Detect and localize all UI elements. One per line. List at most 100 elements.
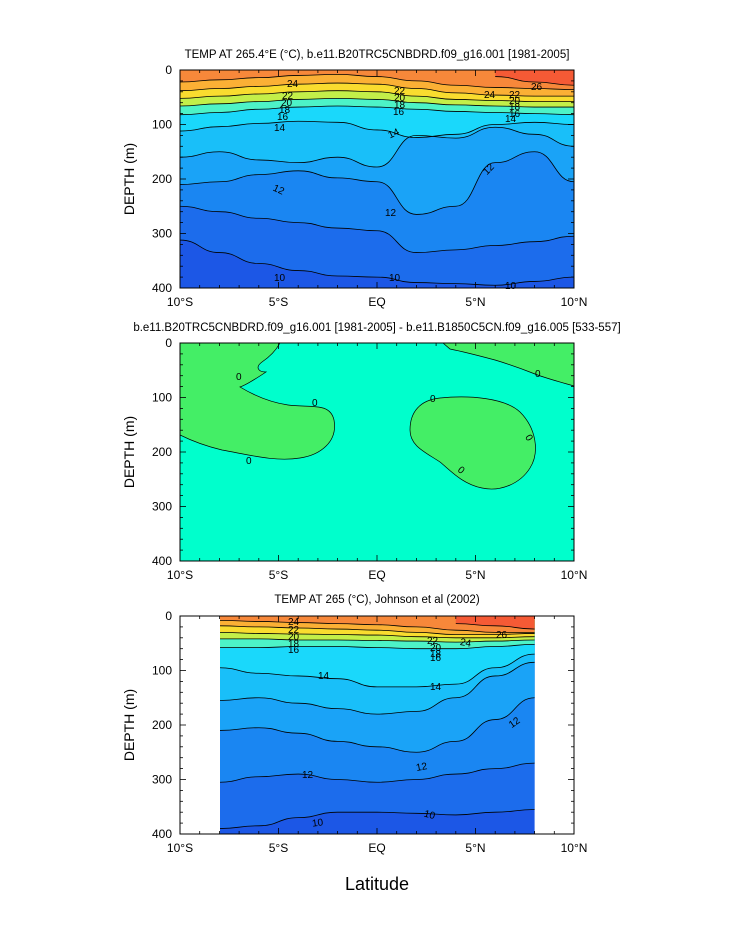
isotherm-line xyxy=(220,643,535,650)
isotherm-line xyxy=(180,126,574,168)
y-axis-title: DEPTH (m) xyxy=(121,143,137,215)
y-tick-label: 400 xyxy=(152,554,172,568)
contour-label: 0 xyxy=(236,372,242,383)
negative-difference-region xyxy=(409,396,536,490)
x-tick-label: 5°S xyxy=(269,295,288,309)
x-tick-label: EQ xyxy=(368,295,385,309)
y-tick-label: 100 xyxy=(152,664,172,678)
contour-label: 20 xyxy=(509,96,521,107)
contour-label: 0 xyxy=(522,433,535,444)
panel-2: 0 0 0 0 0 0 0 xyxy=(180,343,574,561)
contour-label: 22 xyxy=(394,86,406,97)
contour-label: 14 xyxy=(505,114,517,125)
contour-label: 12 xyxy=(271,183,286,198)
contour-label: 12 xyxy=(415,761,428,774)
x-tick-label: 5°N xyxy=(465,841,485,855)
temperature-band xyxy=(495,70,574,86)
isotherm-line xyxy=(180,90,574,103)
x-tick-label: 5°S xyxy=(269,841,288,855)
contour-label: 14 xyxy=(318,671,330,682)
contour-label: 26 xyxy=(531,82,543,93)
isotherm-line xyxy=(180,205,574,253)
contour-label: 0 xyxy=(455,465,467,477)
contour-label: 18 xyxy=(279,105,291,116)
y-tick-label: 300 xyxy=(152,773,172,787)
contour-label: 18 xyxy=(288,639,300,650)
panel-1-title: TEMP AT 265.4°E (°C), b.e11.B20TRC5CNBDR… xyxy=(185,49,570,61)
contour-label: 14 xyxy=(430,682,442,693)
y-tick-label: 200 xyxy=(152,718,172,732)
contour-label: 10 xyxy=(505,281,517,292)
x-tick-label: 5°S xyxy=(269,568,288,582)
contour-label: 10 xyxy=(423,809,437,823)
contour-label: 24 xyxy=(484,90,496,101)
panel-3-title: TEMP AT 265 (°C), Johnson et al (2002) xyxy=(274,594,479,606)
y-tick-label: 400 xyxy=(152,827,172,841)
contour-label: 18 xyxy=(430,649,442,660)
x-tick-label: 10°S xyxy=(167,568,193,582)
y-axis-title: DEPTH (m) xyxy=(121,689,137,761)
y-tick-label: 100 xyxy=(152,391,172,405)
contour-label: 24 xyxy=(287,79,299,90)
isotherm-line xyxy=(220,809,535,829)
y-tick-label: 100 xyxy=(152,118,172,132)
contour-label: 20 xyxy=(430,643,442,654)
isotherm-line xyxy=(220,653,535,688)
contour-label: 10 xyxy=(389,273,401,284)
isotherm-line xyxy=(220,638,535,643)
y-tick-label: 400 xyxy=(152,281,172,295)
isotherm-line xyxy=(180,97,574,108)
contour-label: 16 xyxy=(430,653,442,664)
contour-label: 12 xyxy=(302,770,314,781)
panel-2-title: b.e11.B20TRC5CNBDRD.f09_g16.001 [1981-20… xyxy=(133,322,620,334)
isotherm-line xyxy=(220,697,535,753)
x-tick-label: 10°S xyxy=(167,295,193,309)
y-tick-label: 0 xyxy=(165,609,172,623)
contour-label: 18 xyxy=(394,100,406,111)
isotherm-line xyxy=(180,82,574,97)
isotherm-line xyxy=(180,105,574,116)
x-tick-label: EQ xyxy=(368,568,385,582)
contour-label: 24 xyxy=(459,637,472,650)
isotherm-line xyxy=(455,623,535,630)
contour-label: 16 xyxy=(509,109,521,120)
isotherm-line xyxy=(220,762,535,783)
y-tick-label: 200 xyxy=(152,445,172,459)
isotherm-line xyxy=(180,239,574,286)
x-tick-label: 5°N xyxy=(465,295,485,309)
y-axis-title: DEPTH (m) xyxy=(121,416,137,488)
x-tick-label: 10°N xyxy=(561,568,588,582)
isotherm-line xyxy=(180,151,574,215)
contour-label: 18 xyxy=(509,102,521,113)
panel-1: 24 22 20 18 16 14 12 12 12 10 10 10 22 2… xyxy=(180,70,574,292)
panel-3: 24 22 20 18 16 14 12 12 10 10 14 12 22 2… xyxy=(220,616,535,834)
contour-label: 10 xyxy=(311,817,324,830)
y-tick-label: 200 xyxy=(152,172,172,186)
contour-label: 0 xyxy=(246,456,252,467)
contour-label: 20 xyxy=(394,93,406,104)
isotherm-line xyxy=(220,625,535,635)
contour-label: 16 xyxy=(288,645,300,656)
contour-label: 14 xyxy=(387,127,402,142)
contour-label: 22 xyxy=(288,625,300,636)
y-tick-label: 300 xyxy=(152,227,172,241)
contour-label: 12 xyxy=(385,208,397,219)
contour-label: 22 xyxy=(427,636,439,647)
contour-label: 16 xyxy=(277,112,289,123)
isotherm-line xyxy=(220,619,535,633)
contour-label: 14 xyxy=(274,123,286,134)
x-axis-title: Latitude xyxy=(345,874,409,894)
isotherm-line xyxy=(180,120,574,138)
contour-label: 24 xyxy=(288,617,300,628)
contour-label: 0 xyxy=(312,398,318,409)
x-tick-label: 5°N xyxy=(465,568,485,582)
contour-label: 16 xyxy=(393,107,405,118)
contour-label: 22 xyxy=(509,90,521,101)
contour-label: 0 xyxy=(535,369,541,380)
negative-difference-region xyxy=(442,343,574,387)
x-tick-label: 10°N xyxy=(561,841,588,855)
y-tick-label: 300 xyxy=(152,500,172,514)
isotherm-line xyxy=(220,661,535,715)
isotherm-line xyxy=(495,76,574,86)
